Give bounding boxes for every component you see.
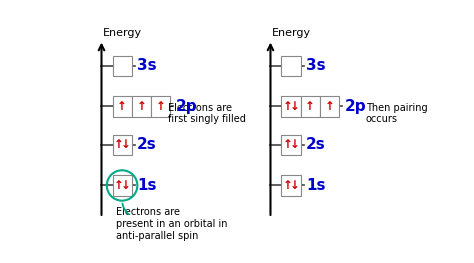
- Text: ↓: ↓: [290, 138, 300, 151]
- Text: ↓: ↓: [120, 179, 130, 192]
- Text: Electrons are
first singly filled: Electrons are first singly filled: [168, 103, 246, 124]
- Text: ↑: ↑: [283, 138, 292, 151]
- Text: Electrons are
present in an orbital in
anti-parallel spin: Electrons are present in an orbital in a…: [116, 207, 228, 241]
- Bar: [112, 135, 132, 155]
- Text: Then pairing
occurs: Then pairing occurs: [366, 103, 428, 124]
- Text: 2s: 2s: [137, 138, 157, 153]
- Bar: [112, 56, 132, 76]
- Text: 3s: 3s: [137, 58, 157, 73]
- Bar: [282, 96, 301, 117]
- Text: ↑: ↑: [155, 100, 165, 113]
- Bar: [112, 175, 132, 196]
- Bar: [319, 96, 339, 117]
- Text: ↑: ↑: [305, 100, 315, 113]
- Text: ↑: ↑: [117, 100, 127, 113]
- Bar: [282, 175, 301, 196]
- Text: 1s: 1s: [306, 178, 326, 193]
- Text: ↑: ↑: [114, 179, 124, 192]
- Text: 2p: 2p: [175, 99, 197, 114]
- Text: 1s: 1s: [137, 178, 156, 193]
- Text: ↑: ↑: [324, 100, 334, 113]
- Bar: [112, 96, 132, 117]
- Bar: [301, 96, 319, 117]
- Text: ↑: ↑: [136, 100, 146, 113]
- Bar: [132, 96, 151, 117]
- Text: ↑: ↑: [114, 138, 124, 151]
- Bar: [282, 56, 301, 76]
- Text: Energy: Energy: [103, 28, 143, 38]
- Text: Energy: Energy: [272, 28, 311, 38]
- Text: 3s: 3s: [306, 58, 326, 73]
- Text: ↑: ↑: [283, 100, 292, 113]
- Text: 2s: 2s: [306, 138, 326, 153]
- Bar: [282, 135, 301, 155]
- Text: 2p: 2p: [344, 99, 366, 114]
- Text: ↑: ↑: [283, 179, 292, 192]
- Text: ↓: ↓: [120, 138, 130, 151]
- Text: ↓: ↓: [290, 179, 300, 192]
- Bar: [151, 96, 170, 117]
- Text: ↓: ↓: [290, 100, 300, 113]
